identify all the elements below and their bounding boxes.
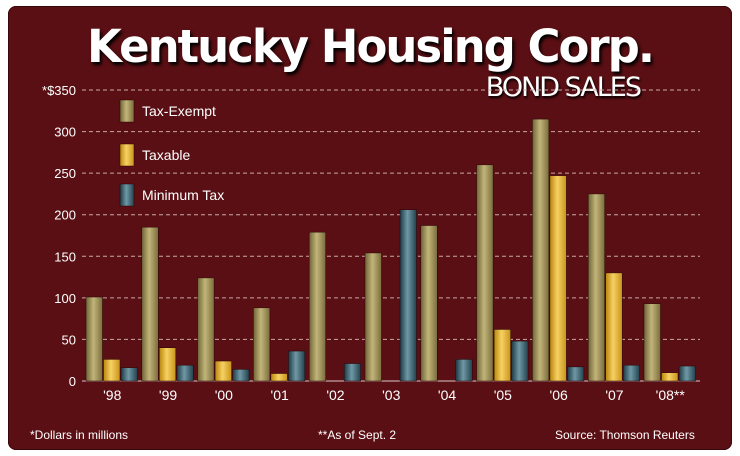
bar-tax-exempt-4 (308, 231, 326, 382)
x-tick-label: '03 (382, 387, 400, 403)
bar-taxable-7 (493, 329, 511, 382)
bar-tax-exempt-5 (364, 252, 382, 382)
source-note: Source: Thomson Reuters (555, 428, 695, 442)
chart-subtitle: BOND SALES (485, 72, 642, 103)
x-tick-label: '08** (656, 387, 686, 403)
bar-minimum-tax-10 (678, 365, 696, 382)
bar-tax-exempt-6 (420, 225, 438, 382)
bar-minimum-tax-1 (176, 364, 194, 382)
y-tick-label: 300 (54, 125, 76, 140)
bar-minimum-tax-2 (232, 369, 250, 382)
bar-taxable-9 (605, 272, 623, 382)
bar-tax-exempt-0 (85, 296, 103, 382)
bar-minimum-tax-4 (343, 363, 361, 382)
bar-taxable-1 (159, 347, 177, 382)
bar-tax-exempt-2 (197, 277, 215, 382)
bar-tax-exempt-8 (532, 118, 550, 382)
y-tick-label: *$350 (42, 83, 76, 98)
footnote-dollars: *Dollars in millions (30, 428, 129, 442)
x-tick-label: '02 (326, 387, 344, 403)
x-tick-label: '06 (550, 387, 568, 403)
y-tick-label: 200 (54, 208, 76, 223)
bar-tax-exempt-9 (587, 193, 605, 382)
y-tick-label: 150 (54, 249, 76, 264)
bar-taxable-10 (661, 372, 679, 382)
x-tick-label: '99 (159, 387, 177, 403)
bar-minimum-tax-0 (120, 367, 138, 382)
bar-tax-exempt-10 (643, 303, 661, 382)
x-tick-label: '05 (494, 387, 512, 403)
bar-taxable-3 (270, 373, 288, 382)
legend-label-minimum-tax: Minimum Tax (142, 187, 224, 203)
legend-label-tax-exempt: Tax-Exempt (142, 103, 216, 119)
x-tick-label: '04 (438, 387, 456, 403)
x-tick-label: '01 (271, 387, 289, 403)
bar-minimum-tax-6 (455, 359, 473, 382)
footnote-as-of: **As of Sept. 2 (318, 428, 397, 442)
legend-swatch-tax-exempt (119, 99, 135, 123)
x-tick-label: '98 (103, 387, 121, 403)
bar-tax-exempt-1 (141, 226, 159, 382)
legend-label-taxable: Taxable (142, 147, 190, 163)
y-tick-label: 100 (54, 291, 76, 306)
y-tick-label: 250 (54, 166, 76, 181)
bar-taxable-2 (214, 360, 232, 382)
legend-swatch-taxable (119, 143, 135, 167)
bar-tax-exempt-3 (253, 307, 271, 382)
bar-minimum-tax-5 (399, 209, 417, 382)
bar-taxable-0 (103, 359, 121, 382)
y-tick-label: 0 (69, 374, 76, 389)
x-tick-label: '07 (605, 387, 623, 403)
x-tick-label: '00 (215, 387, 233, 403)
bar-minimum-tax-7 (511, 340, 529, 382)
bar-minimum-tax-3 (288, 350, 306, 382)
legend-swatch-minimum-tax (119, 183, 135, 207)
bar-minimum-tax-9 (622, 364, 640, 382)
bar-minimum-tax-8 (567, 366, 585, 382)
chart-title: Kentucky Housing Corp. (87, 20, 655, 73)
y-tick-label: 50 (62, 332, 76, 347)
bar-tax-exempt-7 (476, 164, 494, 382)
bar-taxable-8 (549, 175, 567, 382)
